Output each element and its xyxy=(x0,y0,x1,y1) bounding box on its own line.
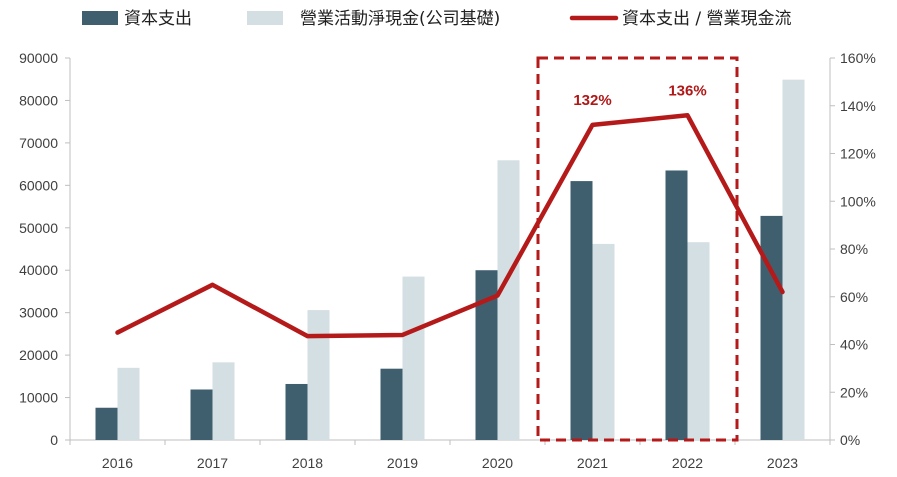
y-right-tick-label: 100% xyxy=(840,193,876,209)
y-right-tick-label: 80% xyxy=(840,241,868,257)
y-right-tick-label: 40% xyxy=(840,337,868,353)
y-left-tick-label: 80000 xyxy=(19,92,58,108)
x-tick-label: 2018 xyxy=(292,455,323,471)
annotations: 132% 136% xyxy=(573,82,706,109)
y-right-tick-label: 60% xyxy=(840,289,868,305)
bar xyxy=(760,215,783,440)
ratio-point xyxy=(211,283,214,287)
ratio-point xyxy=(116,331,119,335)
bar xyxy=(402,276,425,440)
y-left-tick-label: 30000 xyxy=(19,305,58,321)
legend-label: 資本支出 xyxy=(124,9,192,29)
y-left-tick-label: 50000 xyxy=(19,220,58,236)
bar xyxy=(190,389,213,440)
ratio-annotation: 136% xyxy=(668,82,706,99)
bar xyxy=(212,362,235,440)
axes: 0 10000 20000 30000 40000 50000 60000 70000 8000… xyxy=(19,50,876,471)
x-tick-label: 2021 xyxy=(577,455,608,471)
ratio-line xyxy=(115,113,785,339)
bar xyxy=(665,170,688,440)
bar xyxy=(307,310,330,440)
ratio-point xyxy=(401,333,404,337)
x-tick-label: 2016 xyxy=(102,455,133,471)
bar xyxy=(117,367,140,440)
bar xyxy=(687,242,710,440)
bars xyxy=(95,79,805,441)
x-tick-label: 2020 xyxy=(482,455,513,471)
y-left-tick-label: 0 xyxy=(50,432,58,448)
x-tick-label: 2022 xyxy=(672,455,703,471)
bar xyxy=(285,383,308,440)
x-tick-label: 2017 xyxy=(197,455,228,471)
highlight-box xyxy=(536,56,739,442)
ratio-point xyxy=(686,113,689,117)
ratio-point xyxy=(591,123,594,127)
y-left-tick-label: 70000 xyxy=(19,135,58,151)
bar xyxy=(380,368,403,440)
legend-label: 資本支出 / 營業現金流 xyxy=(622,9,792,29)
y-right-tick-label: 120% xyxy=(840,146,876,162)
y-right-tick-label: 20% xyxy=(840,384,868,400)
ratio-annotation: 132% xyxy=(573,92,611,109)
ratio-series-line xyxy=(115,113,785,339)
legend: 資本支出 營業活動淨現金(公司基礎) 資本支出 / 營業現金流 xyxy=(82,9,792,29)
y-right-tick-label: 140% xyxy=(840,98,876,114)
y-left-tick-label: 90000 xyxy=(19,50,58,66)
bar xyxy=(95,407,118,440)
ratio-point xyxy=(781,290,784,294)
y-left-tick-label: 40000 xyxy=(19,262,58,278)
bar xyxy=(497,160,520,440)
legend-label: 營業活動淨現金(公司基礎) xyxy=(300,9,500,29)
bar xyxy=(570,181,593,441)
y-right-tick-label: 0% xyxy=(840,432,860,448)
y-left-tick-label: 20000 xyxy=(19,347,58,363)
y-left-tick-label: 60000 xyxy=(19,177,58,193)
x-tick-label: 2019 xyxy=(387,455,418,471)
bar xyxy=(782,79,805,440)
legend-swatch xyxy=(247,11,283,25)
highlight-dashed-rect xyxy=(536,56,739,442)
legend-swatch xyxy=(82,11,118,25)
x-tick-label: 2023 xyxy=(767,455,798,471)
bar xyxy=(592,243,615,440)
ratio-point xyxy=(306,334,309,338)
y-left-tick-label: 10000 xyxy=(19,390,58,406)
bar xyxy=(475,270,498,440)
y-right-tick-label: 160% xyxy=(840,50,876,66)
ratio-point xyxy=(496,294,499,298)
